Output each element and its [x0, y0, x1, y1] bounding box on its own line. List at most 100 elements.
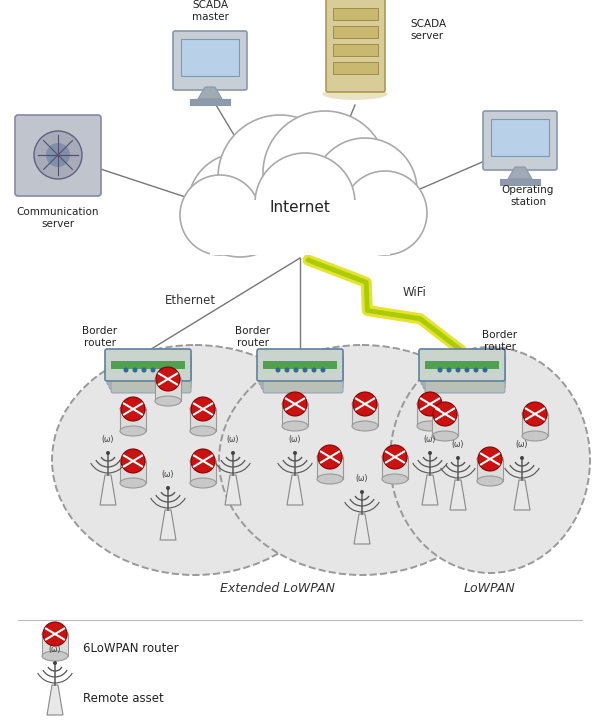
Text: (ω): (ω) — [356, 474, 368, 483]
FancyBboxPatch shape — [173, 31, 247, 90]
Circle shape — [313, 138, 417, 242]
FancyBboxPatch shape — [333, 26, 378, 38]
Circle shape — [418, 392, 442, 416]
Polygon shape — [508, 167, 532, 179]
Text: SCADA
master: SCADA master — [191, 1, 229, 22]
Ellipse shape — [390, 347, 590, 573]
Circle shape — [188, 153, 292, 257]
Circle shape — [46, 143, 70, 167]
Circle shape — [133, 367, 137, 372]
Circle shape — [191, 449, 215, 473]
FancyBboxPatch shape — [120, 409, 146, 431]
Ellipse shape — [382, 474, 408, 484]
Text: (ω): (ω) — [49, 645, 61, 654]
Text: (ω): (ω) — [289, 435, 301, 444]
Circle shape — [121, 397, 145, 421]
FancyBboxPatch shape — [259, 353, 343, 385]
Circle shape — [320, 367, 325, 372]
Polygon shape — [160, 510, 176, 540]
Text: Ethernet: Ethernet — [164, 293, 215, 306]
FancyBboxPatch shape — [432, 414, 458, 436]
Ellipse shape — [42, 629, 68, 639]
Circle shape — [166, 486, 170, 490]
FancyBboxPatch shape — [120, 461, 146, 483]
FancyBboxPatch shape — [109, 357, 191, 389]
Circle shape — [464, 367, 470, 372]
Ellipse shape — [432, 409, 458, 419]
Text: Extended LoWPAN: Extended LoWPAN — [221, 582, 335, 595]
Circle shape — [34, 131, 82, 179]
FancyBboxPatch shape — [257, 349, 343, 381]
Text: Communication
server: Communication server — [17, 207, 99, 229]
Ellipse shape — [477, 454, 503, 464]
Text: Operating
station: Operating station — [502, 185, 554, 207]
Ellipse shape — [282, 421, 308, 431]
Text: Internet: Internet — [269, 200, 331, 214]
Ellipse shape — [352, 421, 378, 431]
Text: SCADA
server: SCADA server — [410, 19, 446, 41]
Ellipse shape — [155, 396, 181, 406]
Circle shape — [160, 367, 164, 372]
Text: Remote asset: Remote asset — [83, 693, 164, 706]
Ellipse shape — [155, 374, 181, 384]
Circle shape — [446, 367, 452, 372]
Ellipse shape — [382, 452, 408, 462]
Ellipse shape — [352, 399, 378, 409]
FancyBboxPatch shape — [483, 111, 557, 170]
FancyBboxPatch shape — [42, 634, 68, 656]
Ellipse shape — [323, 88, 388, 100]
Circle shape — [255, 153, 355, 253]
FancyBboxPatch shape — [491, 119, 549, 156]
Circle shape — [433, 402, 457, 426]
FancyBboxPatch shape — [500, 179, 540, 185]
FancyBboxPatch shape — [111, 361, 191, 393]
Text: Border
router: Border router — [482, 330, 518, 352]
Polygon shape — [287, 475, 303, 505]
Circle shape — [263, 111, 387, 235]
Circle shape — [383, 445, 407, 469]
Polygon shape — [47, 685, 63, 715]
Circle shape — [180, 175, 260, 255]
Ellipse shape — [120, 426, 146, 436]
Ellipse shape — [522, 431, 548, 441]
Ellipse shape — [52, 345, 338, 575]
Circle shape — [218, 115, 342, 239]
Circle shape — [482, 367, 487, 372]
Circle shape — [353, 392, 377, 416]
FancyBboxPatch shape — [263, 361, 343, 393]
Polygon shape — [354, 514, 370, 544]
Text: (ω): (ω) — [516, 440, 528, 449]
Text: 6LoWPAN router: 6LoWPAN router — [83, 643, 179, 656]
FancyBboxPatch shape — [105, 349, 191, 381]
Polygon shape — [198, 87, 222, 99]
Circle shape — [456, 456, 460, 460]
FancyBboxPatch shape — [333, 8, 378, 20]
Circle shape — [523, 402, 547, 426]
FancyBboxPatch shape — [425, 361, 505, 393]
Circle shape — [43, 622, 67, 646]
Circle shape — [124, 367, 128, 372]
Circle shape — [293, 451, 297, 455]
Ellipse shape — [317, 474, 343, 484]
FancyBboxPatch shape — [382, 457, 408, 479]
Circle shape — [151, 367, 155, 372]
FancyBboxPatch shape — [317, 457, 343, 479]
Text: WiFi: WiFi — [403, 285, 427, 298]
FancyBboxPatch shape — [15, 115, 101, 196]
FancyBboxPatch shape — [155, 379, 181, 401]
Circle shape — [53, 661, 57, 665]
Ellipse shape — [190, 456, 216, 466]
Circle shape — [275, 367, 281, 372]
FancyBboxPatch shape — [425, 361, 499, 369]
Circle shape — [191, 397, 215, 421]
Ellipse shape — [477, 476, 503, 486]
Ellipse shape — [42, 651, 68, 661]
FancyBboxPatch shape — [261, 357, 343, 389]
Circle shape — [169, 367, 173, 372]
Circle shape — [284, 367, 290, 372]
Circle shape — [293, 367, 299, 372]
Text: (ω): (ω) — [162, 470, 174, 479]
Circle shape — [437, 367, 443, 372]
FancyBboxPatch shape — [210, 200, 390, 255]
Circle shape — [343, 171, 427, 255]
